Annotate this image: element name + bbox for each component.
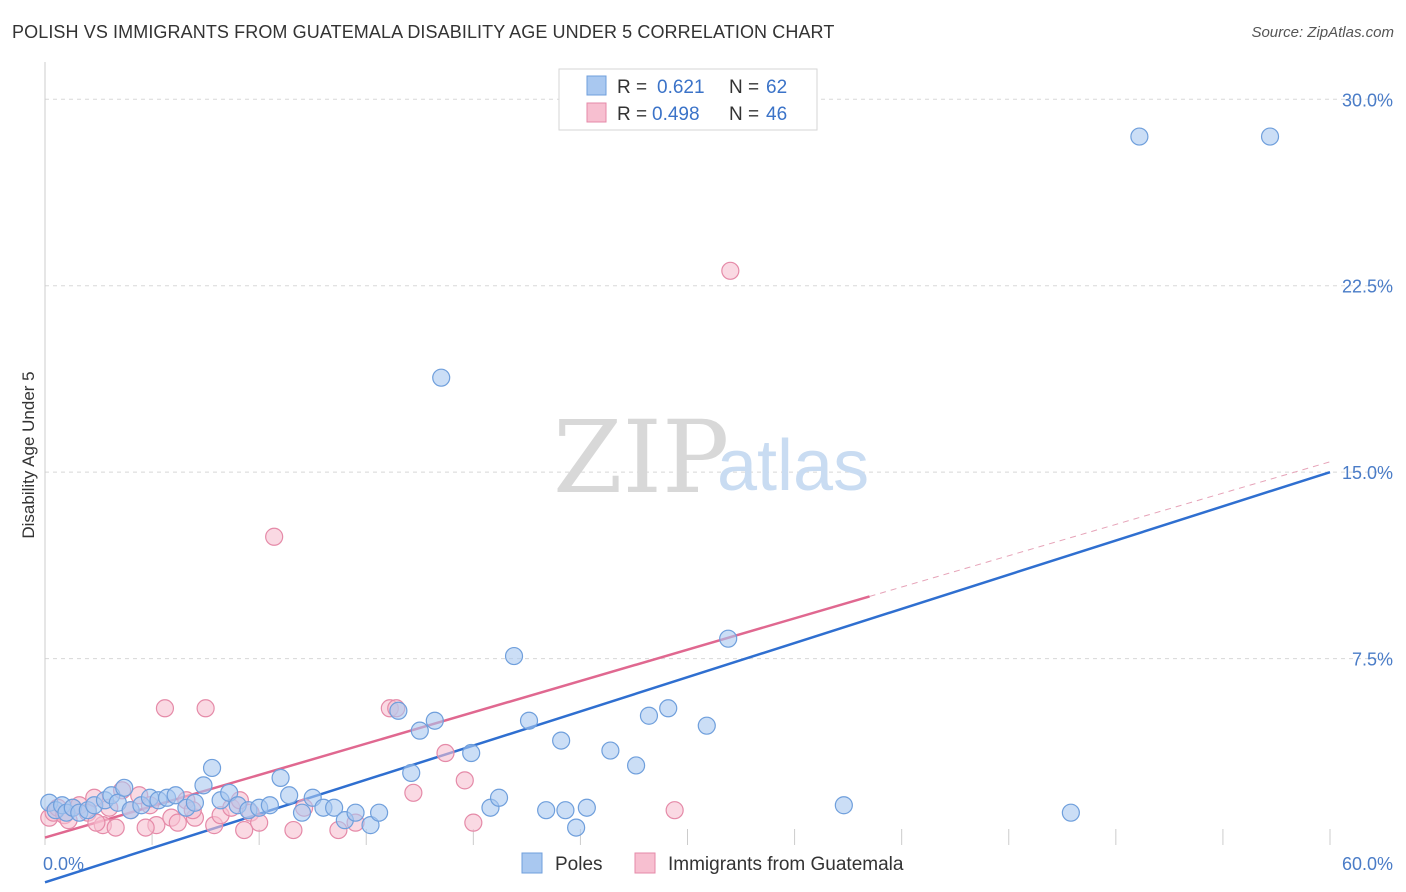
trend-lines: [44, 461, 1331, 884]
point-poles: [432, 368, 451, 387]
point-poles: [1260, 127, 1280, 146]
point-guatemala: [436, 743, 455, 763]
legend-r-label-guatemala: R =: [617, 104, 647, 125]
point-poles: [280, 786, 299, 805]
point-poles: [577, 798, 596, 817]
y-tick-label: 7.5%: [1352, 650, 1393, 670]
point-poles: [220, 783, 239, 802]
point-poles: [325, 798, 344, 817]
point-guatemala: [106, 818, 125, 837]
watermark-atlas: atlas: [717, 426, 869, 506]
point-poles: [202, 758, 222, 778]
point-poles: [260, 796, 279, 815]
point-poles: [639, 706, 659, 725]
y-tick-label: 30.0%: [1342, 90, 1393, 110]
point-poles: [462, 743, 481, 763]
point-poles: [626, 756, 646, 775]
point-poles: [567, 818, 586, 837]
point-guatemala: [464, 813, 483, 832]
point-poles: [1130, 127, 1149, 146]
point-poles: [389, 701, 408, 720]
point-poles: [185, 793, 205, 812]
point-guatemala: [284, 820, 303, 840]
trend-line-poles: [44, 470, 1331, 884]
point-poles: [489, 788, 509, 807]
y-axis-title: Disability Age Under 5: [19, 371, 38, 538]
data-points: [40, 127, 1280, 840]
point-poles: [425, 711, 444, 730]
bottom-legend-label-guatemala: Immigrants from Guatemala: [668, 854, 904, 875]
point-poles: [346, 803, 365, 822]
point-guatemala: [136, 818, 155, 837]
bottom-legend-swatch-guatemala: [634, 852, 656, 874]
point-poles: [537, 801, 556, 820]
point-poles: [410, 721, 429, 740]
point-poles: [292, 803, 312, 822]
point-poles: [370, 803, 389, 822]
legend-n-value-guatemala: 46: [766, 104, 787, 125]
legend-r-value-guatemala: 0.498: [652, 104, 700, 125]
correlation-legend: R = 0.621 N = 62 R = 0.498 N = 46: [558, 68, 818, 131]
point-poles: [361, 816, 380, 835]
legend-swatch-poles: [586, 75, 607, 96]
point-poles: [402, 763, 421, 783]
point-guatemala: [721, 261, 740, 280]
legend-n-label-guatemala: N =: [729, 104, 759, 125]
point-guatemala: [235, 820, 254, 840]
point-poles: [194, 776, 213, 795]
chart-title: POLISH VS IMMIGRANTS FROM GUATEMALA DISA…: [12, 22, 835, 42]
chart-source: Source: ZipAtlas.com: [1251, 24, 1394, 41]
point-guatemala: [265, 527, 284, 546]
point-poles: [166, 786, 185, 805]
point-guatemala: [168, 813, 187, 832]
y-tick-label: 15.0%: [1342, 463, 1393, 483]
point-poles: [115, 778, 134, 797]
x-tick-label-min: 0.0%: [43, 854, 84, 874]
legend-r-value-poles: 0.621: [657, 77, 705, 98]
point-guatemala: [196, 699, 215, 718]
legend-swatch-guatemala: [586, 102, 607, 123]
legend-r-label-poles: R =: [617, 77, 647, 98]
watermark-zip: ZIP: [553, 399, 729, 516]
tick-labels: 7.5% 15.0% 22.5% 30.0% 0.0% 60.0%: [43, 90, 1393, 874]
point-guatemala: [87, 813, 106, 832]
bottom-legend-swatch-poles: [521, 852, 543, 874]
x-tick-label-max: 60.0%: [1342, 854, 1393, 874]
point-poles: [271, 768, 290, 787]
y-tick-label: 22.5%: [1342, 277, 1393, 297]
point-poles: [659, 699, 678, 718]
point-guatemala: [665, 801, 684, 820]
point-poles: [504, 646, 524, 666]
point-poles: [719, 629, 738, 648]
point-poles: [519, 711, 539, 730]
point-poles: [834, 796, 853, 815]
point-poles: [697, 716, 716, 735]
point-guatemala: [155, 699, 175, 718]
legend-n-label-poles: N =: [729, 77, 759, 98]
legend-n-value-poles: 62: [766, 77, 787, 98]
point-guatemala: [455, 771, 474, 790]
series-legend: Poles Immigrants from Guatemala: [521, 852, 904, 875]
point-poles: [601, 741, 620, 760]
trend-line-guatemala-extension: [869, 461, 1331, 597]
watermark: ZIP atlas: [553, 399, 869, 516]
point-poles: [556, 801, 575, 820]
point-guatemala: [404, 783, 423, 802]
point-poles: [552, 731, 571, 750]
bottom-legend-label-poles: Poles: [555, 854, 603, 875]
gridlines: [45, 98, 1390, 660]
point-poles: [1061, 803, 1080, 822]
